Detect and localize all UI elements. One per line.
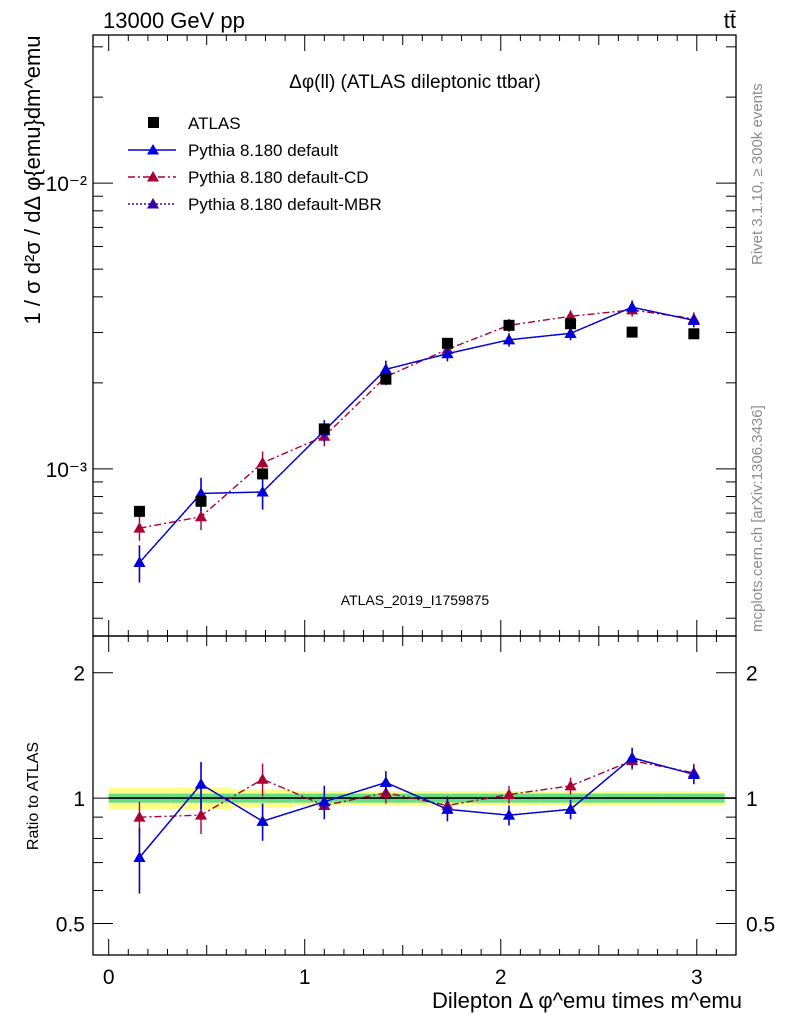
ratio-y-tick-label-left: 0.5 bbox=[56, 913, 85, 936]
legend-marker-triangle bbox=[147, 171, 159, 182]
data-point-triangle bbox=[133, 522, 146, 533]
ratio-series-pythia-8-180-default-mbr bbox=[133, 747, 700, 894]
ratio-panel: 0.5 0.5 1 1 2 2 0 1 2 3 Ratio to ATLAS Dilepton Δ… bbox=[25, 635, 775, 1013]
main-title: Δφ(ll) (ATLAS dileptonic ttbar) bbox=[289, 72, 541, 93]
ratio-y-tick-label-right: 2 bbox=[746, 663, 758, 686]
main-panel: 10⁻³ 10⁻² Δφ(ll) (ATLAS dileptonic ttbar)… bbox=[20, 34, 737, 637]
data-point-square bbox=[195, 495, 207, 507]
site-label: mcplots.cern.ch [arXiv:1306.3436] bbox=[749, 405, 766, 632]
ratio-y-tick-label-left: 1 bbox=[73, 788, 85, 811]
data-point-square bbox=[133, 505, 145, 517]
ratio-data-point-triangle bbox=[195, 809, 208, 820]
main-y-tick-label: 10⁻² bbox=[46, 173, 87, 196]
ratio-axis-ticks: 0.5 0.5 1 1 2 2 0 1 2 3 bbox=[56, 636, 775, 989]
legend-marker-square bbox=[148, 117, 159, 128]
data-point-triangle bbox=[626, 301, 639, 312]
data-point-triangle bbox=[564, 327, 577, 338]
data-point-square bbox=[626, 326, 638, 338]
data-point-triangle bbox=[256, 456, 269, 468]
data-point-triangle bbox=[195, 487, 208, 498]
data-point-square bbox=[318, 423, 330, 435]
legend-marker-triangle bbox=[147, 144, 159, 155]
data-point-triangle bbox=[195, 510, 208, 522]
data-point-triangle bbox=[502, 333, 515, 345]
process-label: tt̄ bbox=[724, 8, 736, 33]
data-point-triangle bbox=[441, 347, 454, 359]
series-pythia-8-180-default bbox=[133, 300, 700, 583]
legend-entry-label: Pythia 8.180 default bbox=[188, 141, 339, 160]
ratio-y-tick-label-right: 0.5 bbox=[746, 913, 775, 936]
analysis-label: ATLAS_2019_I1759875 bbox=[341, 592, 490, 608]
ratio-data-point-triangle bbox=[687, 768, 700, 779]
energy-label: 13000 GeV pp bbox=[103, 8, 245, 33]
ratio-data-point-triangle bbox=[379, 776, 392, 787]
x-tick-label: 2 bbox=[495, 966, 507, 989]
data-point-triangle bbox=[379, 363, 392, 374]
ratio-data-point-triangle bbox=[195, 778, 208, 789]
data-point-square bbox=[380, 373, 392, 385]
legend-marker-triangle bbox=[147, 198, 159, 209]
ratio-y-tick-label-right: 1 bbox=[746, 788, 758, 811]
ratio-frame bbox=[92, 635, 737, 956]
legend-entry-label: Pythia 8.180 default-CD bbox=[188, 168, 369, 187]
main-data-marks bbox=[133, 300, 700, 583]
series-atlas bbox=[133, 318, 700, 517]
ratio-series-line bbox=[138, 756, 695, 858]
data-point-triangle bbox=[687, 314, 700, 325]
ratio-data-point-triangle bbox=[564, 779, 577, 791]
ratio-data-point-triangle bbox=[502, 788, 515, 800]
ratio-data-point-triangle bbox=[564, 803, 577, 814]
main-y-axis-label: 1 / σ d²σ / dΔ φ{emu}dm^emu bbox=[20, 35, 45, 324]
ratio-y-tick-label-left: 2 bbox=[73, 663, 85, 686]
ratio-data-point-triangle bbox=[133, 851, 146, 863]
data-point-square bbox=[688, 328, 700, 340]
data-point-square bbox=[257, 468, 269, 480]
x-tick-label: 0 bbox=[103, 966, 115, 989]
data-point-square bbox=[565, 318, 577, 330]
ratio-y-axis-label: Ratio to ATLAS bbox=[25, 742, 42, 850]
rivet-label: Rivet 3.1.10, ≥ 300k events bbox=[749, 83, 766, 265]
legend: ATLAS Pythia 8.180 default Pythia 8.180 de… bbox=[128, 114, 382, 214]
series-line bbox=[139, 309, 694, 529]
legend-entry-label: ATLAS bbox=[188, 114, 241, 133]
series-line bbox=[138, 306, 694, 564]
main-axis-ticks: 10⁻³ 10⁻² bbox=[46, 35, 736, 636]
ratio-data-point-triangle bbox=[318, 795, 331, 807]
ratio-data-point-triangle bbox=[626, 751, 639, 763]
ratio-series-pythia-8-180-default bbox=[133, 747, 700, 894]
ratio-data-point-triangle bbox=[256, 815, 269, 826]
series-pythia-8-180-default-mbr bbox=[133, 300, 700, 583]
ratio-data-point-triangle bbox=[502, 809, 515, 820]
data-point-square bbox=[503, 319, 515, 331]
ratio-data-point-triangle bbox=[441, 803, 454, 814]
data-point-triangle bbox=[564, 310, 577, 321]
data-point-square bbox=[441, 337, 453, 349]
main-y-tick-label: 10⁻³ bbox=[46, 459, 87, 482]
ratio-data-marks bbox=[133, 747, 700, 894]
ratio-data-point-triangle bbox=[133, 811, 146, 822]
ratio-series-line bbox=[139, 759, 694, 818]
data-point-triangle bbox=[133, 556, 146, 568]
x-axis-label: Dilepton Δ φ^emu times m^emu bbox=[432, 988, 742, 1013]
legend-entry-label: Pythia 8.180 default-MBR bbox=[188, 195, 382, 214]
x-tick-label: 1 bbox=[299, 966, 311, 989]
x-tick-label: 3 bbox=[691, 966, 703, 989]
ratio-data-point-triangle bbox=[256, 773, 269, 784]
series-line bbox=[138, 306, 694, 564]
data-point-triangle bbox=[256, 485, 269, 497]
series-pythia-8-180-default-cd bbox=[133, 303, 700, 541]
